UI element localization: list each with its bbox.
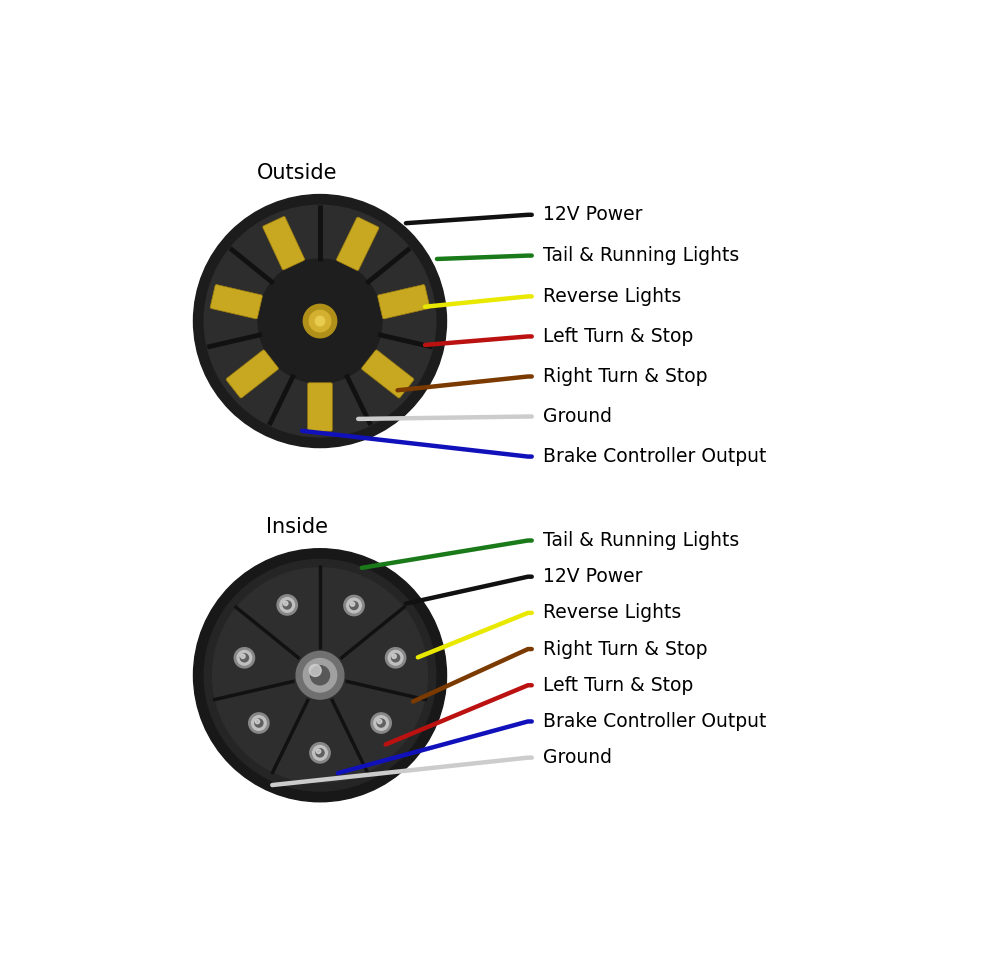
Text: 12V Power: 12V Power: [543, 206, 643, 224]
Circle shape: [303, 304, 337, 337]
Circle shape: [240, 654, 248, 662]
Circle shape: [255, 719, 263, 727]
Circle shape: [204, 206, 436, 437]
Circle shape: [377, 720, 382, 723]
Circle shape: [252, 716, 266, 730]
Text: Reverse Lights: Reverse Lights: [543, 287, 682, 306]
Circle shape: [374, 716, 388, 730]
Circle shape: [350, 602, 355, 606]
FancyBboxPatch shape: [362, 350, 414, 398]
Circle shape: [234, 647, 255, 668]
Text: Outside: Outside: [257, 163, 337, 183]
Text: Ground: Ground: [543, 407, 612, 426]
Text: Left Turn & Stop: Left Turn & Stop: [543, 676, 694, 695]
FancyBboxPatch shape: [336, 217, 379, 270]
Text: Ground: Ground: [543, 748, 612, 767]
Circle shape: [193, 549, 447, 801]
Text: Right Turn & Stop: Right Turn & Stop: [543, 640, 708, 658]
Circle shape: [204, 560, 436, 791]
Circle shape: [313, 746, 327, 760]
Text: Right Turn & Stop: Right Turn & Stop: [543, 367, 708, 386]
Circle shape: [309, 665, 321, 677]
Text: Brake Controller Output: Brake Controller Output: [543, 448, 767, 466]
Circle shape: [255, 720, 260, 723]
Circle shape: [385, 647, 406, 668]
FancyBboxPatch shape: [263, 216, 305, 270]
Circle shape: [371, 713, 391, 733]
Text: 12V Power: 12V Power: [543, 567, 643, 586]
Text: Reverse Lights: Reverse Lights: [543, 604, 682, 622]
Text: Tail & Running Lights: Tail & Running Lights: [543, 246, 740, 265]
Circle shape: [249, 713, 269, 733]
Circle shape: [277, 595, 297, 615]
Circle shape: [388, 650, 403, 665]
Circle shape: [193, 195, 447, 448]
FancyBboxPatch shape: [308, 383, 332, 431]
Circle shape: [283, 601, 291, 609]
Circle shape: [392, 654, 400, 662]
FancyBboxPatch shape: [378, 285, 430, 319]
Circle shape: [377, 719, 385, 727]
Circle shape: [280, 598, 295, 612]
Circle shape: [283, 602, 288, 605]
Circle shape: [344, 596, 364, 615]
Circle shape: [237, 650, 252, 665]
Circle shape: [310, 666, 330, 684]
Circle shape: [296, 651, 344, 699]
Circle shape: [258, 259, 382, 383]
Circle shape: [213, 567, 427, 783]
Text: Inside: Inside: [266, 517, 328, 537]
FancyBboxPatch shape: [210, 285, 262, 319]
Text: Tail & Running Lights: Tail & Running Lights: [543, 531, 740, 550]
Text: Left Turn & Stop: Left Turn & Stop: [543, 327, 694, 346]
Circle shape: [315, 316, 325, 326]
Circle shape: [347, 599, 361, 613]
Circle shape: [241, 654, 245, 658]
FancyBboxPatch shape: [226, 350, 278, 398]
Circle shape: [309, 310, 331, 332]
Circle shape: [310, 743, 330, 763]
Text: Brake Controller Output: Brake Controller Output: [543, 712, 767, 731]
Circle shape: [392, 654, 396, 658]
Circle shape: [303, 658, 337, 692]
Circle shape: [316, 749, 321, 754]
Circle shape: [316, 749, 324, 757]
Circle shape: [350, 602, 358, 609]
